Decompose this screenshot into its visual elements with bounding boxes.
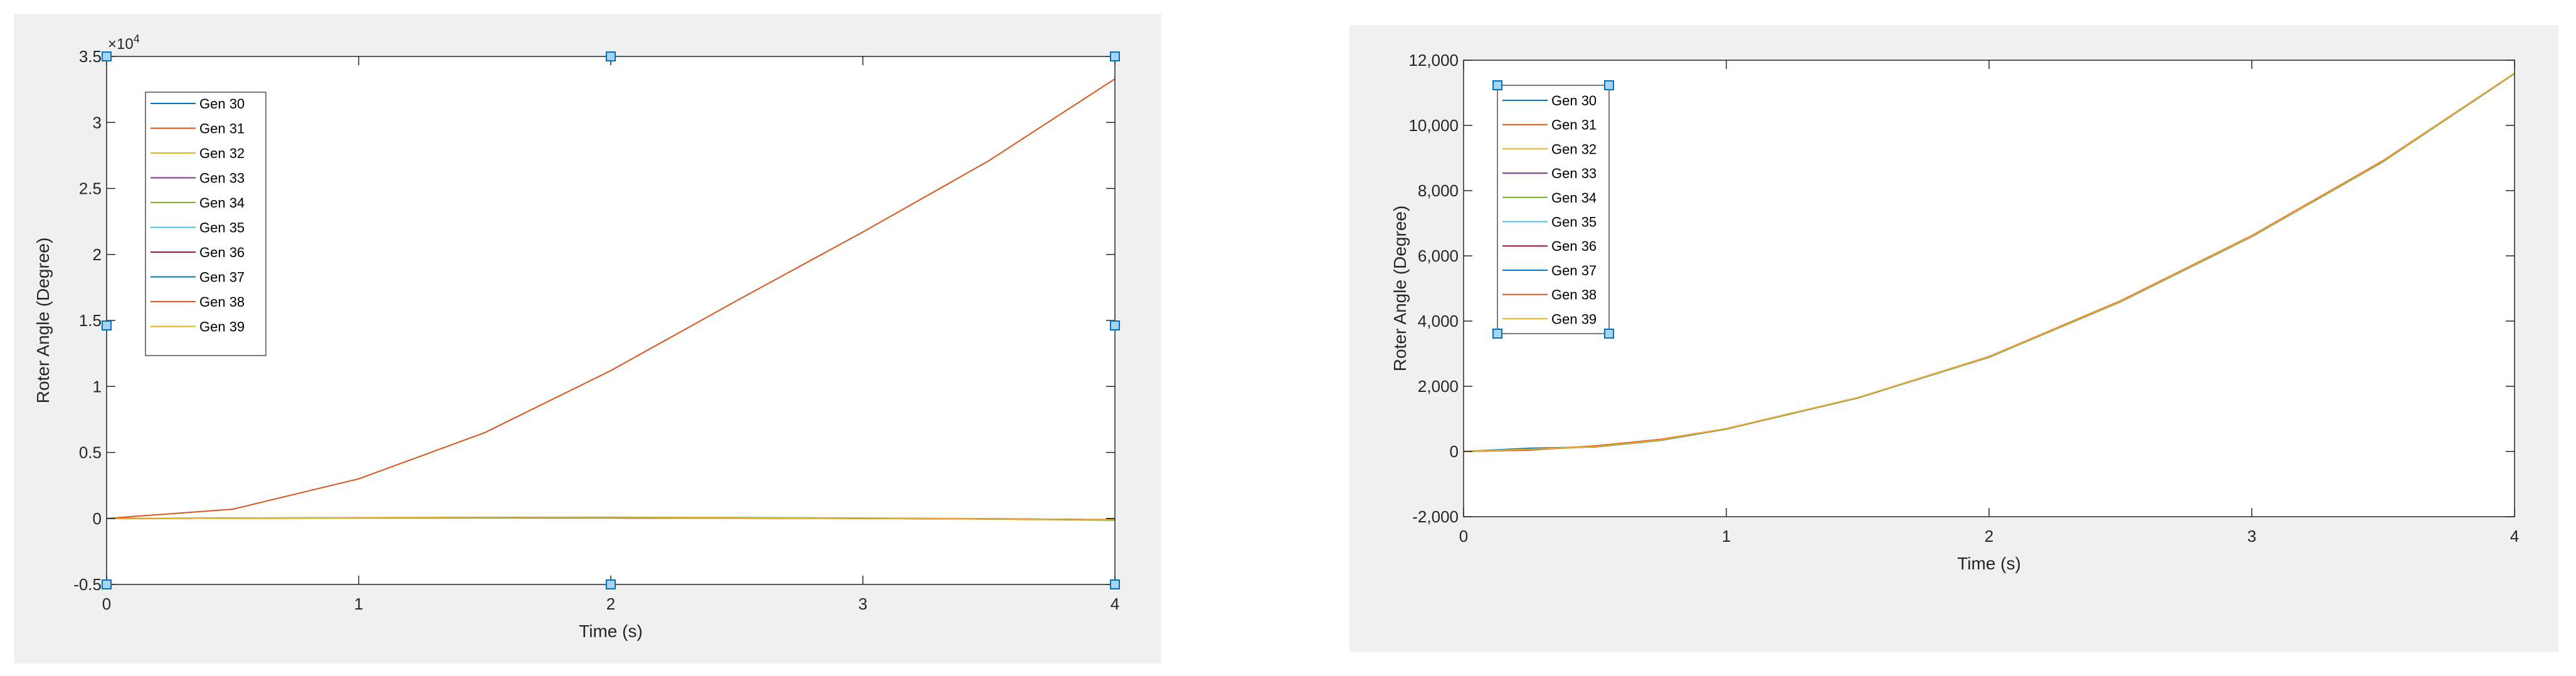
legend-entry-label: Gen 34 xyxy=(1551,190,1597,206)
legend-box xyxy=(145,92,267,356)
legend-entry-label: Gen 35 xyxy=(199,220,245,236)
legend-entry-label: Gen 30 xyxy=(1551,93,1597,108)
plot-area xyxy=(107,56,1115,584)
legend-entry-label: Gen 34 xyxy=(199,195,245,211)
x-tick-label: 1 xyxy=(354,594,363,613)
y-tick-label: 1.5 xyxy=(79,311,102,330)
axes-selection-handle[interactable] xyxy=(102,51,112,61)
axes-selection-handle[interactable] xyxy=(1110,320,1120,330)
legend-selection-handle[interactable] xyxy=(1492,329,1502,339)
y-tick-label: 3 xyxy=(93,113,102,132)
legend-entry-label: Gen 37 xyxy=(1551,263,1597,278)
axes-selection-handle[interactable] xyxy=(1110,51,1120,61)
x-tick-label: 4 xyxy=(1111,594,1119,613)
series-group xyxy=(1464,72,2515,452)
legend-entry-label: Gen 30 xyxy=(199,96,245,112)
y-exponent-power: 4 xyxy=(134,33,140,45)
y-axis-title: Roter Angle (Degree) xyxy=(33,238,53,404)
legend-selection-handle[interactable] xyxy=(1604,329,1614,339)
series-line-gen-31[interactable] xyxy=(107,78,1115,519)
legend-entry-label: Gen 39 xyxy=(1551,311,1597,327)
legend-entry-label: Gen 31 xyxy=(1551,117,1597,133)
x-tick-label: 0 xyxy=(1459,527,1468,546)
y-tick-label: 2,000 xyxy=(1418,377,1459,396)
legend-entry-label: Gen 38 xyxy=(199,294,245,310)
x-tick-label: 4 xyxy=(2510,527,2519,546)
line-chart-right[interactable]: 0 1 2 3 4-2,00002,0004,0006,0008,00010,00012… xyxy=(1349,25,2558,652)
x-tick-label: 2 xyxy=(1985,527,1993,546)
legend-entry-label: Gen 35 xyxy=(1551,214,1597,230)
y-axis-title: Roter Angle (Degree) xyxy=(1390,206,1410,372)
y-tick-label: 6,000 xyxy=(1418,246,1459,265)
axes-selection-handle[interactable] xyxy=(102,320,112,330)
legend-entry-label: Gen 33 xyxy=(199,171,245,186)
figure-panel-right: 0 1 2 3 4 -2,000 0 2,000 4,000 6,000 8,000 10,000 12… xyxy=(1349,25,2558,652)
axes-selection-handle[interactable] xyxy=(102,579,112,589)
y-exponent-label: ×104 xyxy=(108,33,140,53)
y-tick-label: 12,000 xyxy=(1408,51,1459,70)
y-tick-label: 10,000 xyxy=(1408,116,1459,135)
series-line-gen-39[interactable] xyxy=(1464,72,2515,452)
y-tick-label: 2 xyxy=(93,245,102,264)
legend-entry-label: Gen 37 xyxy=(199,270,245,285)
legend-entry-label: Gen 33 xyxy=(1551,166,1597,181)
x-tick-label: 2 xyxy=(606,594,615,613)
legend-box xyxy=(1497,85,1610,334)
y-tick-label: -0.5 xyxy=(73,575,102,594)
axes-selection-handle[interactable] xyxy=(1110,579,1120,589)
legend-entry-label: Gen 36 xyxy=(199,245,245,260)
x-tick-label: 3 xyxy=(858,594,867,613)
legend-selection-handle[interactable] xyxy=(1492,80,1502,90)
axes-selection-handle[interactable] xyxy=(606,51,616,61)
legend-entry-label: Gen 39 xyxy=(199,319,245,335)
y-tick-label: 8,000 xyxy=(1418,181,1459,200)
y-tick-label: 0 xyxy=(93,509,102,528)
legend-selection-handle[interactable] xyxy=(1604,80,1614,90)
y-tick-label: 0.5 xyxy=(79,443,102,462)
plot-area xyxy=(1464,60,2515,517)
x-tick-label: 0 xyxy=(102,594,111,613)
legend[interactable]: Gen 30 Gen 31 Gen 32 Gen 33 Gen 34 Gen 35 Gen … xyxy=(145,92,267,356)
y-tick-label: 3.5 xyxy=(79,47,102,66)
y-tick-label: 0 xyxy=(1450,442,1459,461)
legend[interactable]: Gen 30 Gen 31 Gen 32 Gen 33 Gen 34 Gen 35 Gen … xyxy=(1497,85,1610,334)
y-tick-label: -2,000 xyxy=(1412,507,1459,526)
y-tick-label: 4,000 xyxy=(1418,312,1459,330)
y-tick-label: 1 xyxy=(93,377,102,396)
legend-entry-label: Gen 31 xyxy=(199,121,245,137)
y-tick-label: 2.5 xyxy=(79,179,102,198)
x-tick-label: 1 xyxy=(1722,527,1731,546)
series-line-gen-39[interactable] xyxy=(107,517,1115,521)
x-axis-title: Time (s) xyxy=(579,621,643,641)
x-tick-label: 3 xyxy=(2247,527,2256,546)
series-group xyxy=(107,78,1115,521)
figure-panel-left: 0 1 2 3 4 -0.5 0 0.5 1 1.5 2 2.5 3 3.5 ×104 Time (s) Rot… xyxy=(14,14,1161,663)
x-axis-title: Time (s) xyxy=(1957,554,2021,573)
legend-entry-label: Gen 32 xyxy=(1551,141,1597,157)
legend-entry-label: Gen 32 xyxy=(199,145,245,161)
legend-entry-label: Gen 36 xyxy=(1551,238,1597,254)
legend-entry-label: Gen 38 xyxy=(1551,287,1597,303)
axes-selection-handle[interactable] xyxy=(606,579,616,589)
